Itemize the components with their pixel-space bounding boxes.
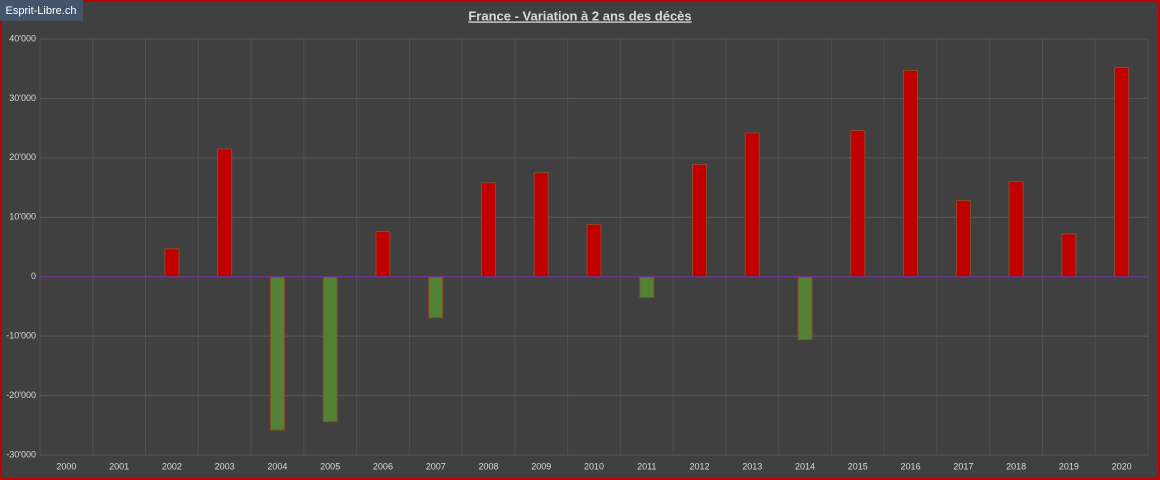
x-tick-label: 2011	[637, 461, 656, 471]
bar	[1114, 67, 1130, 278]
x-tick-label: 2015	[848, 461, 868, 471]
bar	[533, 172, 549, 278]
x-tick-label: 2014	[795, 461, 815, 471]
bar	[955, 200, 971, 278]
bar	[1061, 233, 1077, 278]
x-tick-label: 2017	[953, 461, 973, 471]
y-tick-label: 30'000	[9, 93, 36, 103]
x-tick-label: 2005	[320, 461, 340, 471]
bar	[903, 69, 919, 278]
y-tick-label: -20'000	[6, 390, 36, 400]
bar	[322, 276, 338, 423]
x-tick-label: 2009	[531, 461, 551, 471]
bar	[1008, 181, 1024, 278]
bar	[164, 248, 180, 278]
x-tick-label: 2020	[1112, 461, 1132, 471]
x-tick-label: 2012	[690, 461, 710, 471]
bar	[375, 231, 391, 278]
chart-title: France - Variation à 2 ans des décès	[468, 8, 691, 23]
y-tick-label: 20'000	[9, 152, 36, 162]
bar	[797, 276, 813, 341]
x-tick-label: 2019	[1059, 461, 1079, 471]
x-tick-label: 2000	[56, 461, 76, 471]
bar	[269, 276, 285, 431]
bar	[744, 132, 760, 278]
x-tick-label: 2002	[162, 461, 182, 471]
y-tick-label: 40'000	[9, 33, 36, 43]
x-tick-label: 2013	[742, 461, 762, 471]
x-tick-label: 2008	[478, 461, 498, 471]
x-tick-label: 2010	[584, 461, 604, 471]
bar	[586, 223, 602, 278]
x-tick-label: 2006	[373, 461, 393, 471]
bar	[850, 130, 866, 278]
bar	[428, 276, 444, 319]
bar	[692, 163, 708, 278]
x-tick-label: 2016	[901, 461, 921, 471]
x-tick-label: 2004	[267, 461, 287, 471]
watermark-box	[0, 0, 83, 21]
x-tick-label: 2001	[109, 461, 129, 471]
watermark: Esprit-Libre.ch	[6, 5, 77, 17]
y-tick-label: -10'000	[6, 331, 36, 341]
bar	[639, 276, 655, 299]
y-tick-label: 0	[31, 271, 36, 281]
bar	[217, 148, 233, 278]
y-tick-label: -30'000	[6, 449, 36, 459]
y-tick-label: 10'000	[9, 212, 36, 222]
x-tick-label: 2018	[1006, 461, 1026, 471]
x-tick-label: 2007	[426, 461, 446, 471]
bar	[480, 182, 496, 278]
x-tick-label: 2003	[215, 461, 235, 471]
